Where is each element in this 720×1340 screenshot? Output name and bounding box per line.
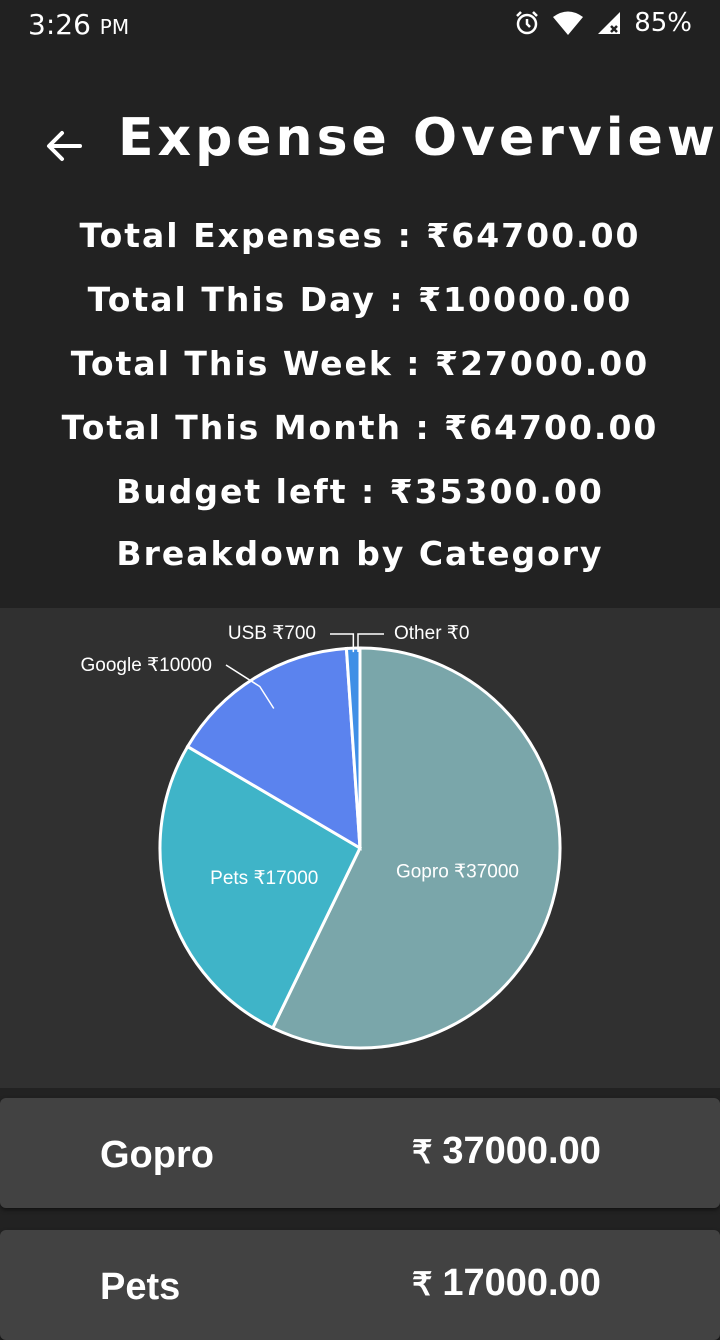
overview-header: Expense Overview Total Expenses : ₹64700… — [0, 50, 720, 608]
category-card-pets[interactable]: Pets ₹17000.00 — [0, 1230, 720, 1340]
pie-label-gopro: Gopro ₹37000 — [396, 861, 519, 882]
page-title: Expense Overview — [118, 108, 719, 168]
battery-text: 85% — [634, 8, 692, 38]
alarm-icon — [514, 10, 540, 36]
category-card-name: Pets — [100, 1266, 181, 1308]
pie-slice-pets[interactable] — [158, 744, 362, 1030]
status-time-value: 3:26 — [28, 8, 91, 41]
total-expenses-text: Total Expenses : ₹64700.00 — [79, 216, 641, 255]
leader-line-google — [225, 664, 275, 709]
rupee-symbol: ₹ — [412, 1134, 433, 1170]
total-month-text: Total This Month : ₹64700.00 — [61, 408, 659, 447]
pie-slice-google[interactable] — [185, 646, 362, 851]
signal-icon — [596, 10, 622, 36]
category-card-amount: ₹17000.00 — [412, 1262, 601, 1305]
total-day-text: Total This Day : ₹10000.00 — [87, 280, 633, 319]
pie-label-usb: USB ₹700 — [228, 623, 316, 644]
category-card-amount-value: 17000.00 — [442, 1262, 601, 1304]
back-button[interactable] — [40, 122, 88, 170]
category-card-gopro[interactable]: Gopro ₹37000.00 — [0, 1098, 720, 1208]
pie-label-other: Other ₹0 — [394, 623, 469, 644]
pie-label-pets: Pets ₹17000 — [210, 868, 318, 889]
pie-slice-gopro[interactable] — [270, 646, 562, 1050]
status-icons: 85% — [514, 8, 692, 38]
wifi-icon — [552, 10, 584, 36]
arrow-left-icon — [47, 131, 82, 161]
rupee-symbol: ₹ — [412, 1266, 433, 1302]
category-card-amount: ₹37000.00 — [412, 1130, 601, 1173]
category-pie-chart[interactable]: Gopro ₹37000 Pets ₹17000 Google ₹10000 USB … — [0, 608, 720, 1088]
total-week-text: Total This Week : ₹27000.00 — [70, 344, 650, 383]
leader-line-usb — [330, 633, 355, 653]
status-time: 3:26 PM — [28, 8, 129, 41]
status-bar: 3:26 PM 85% — [0, 0, 720, 50]
breakdown-heading: Breakdown by Category — [116, 534, 604, 573]
pie-label-google: Google ₹10000 — [81, 655, 212, 676]
leader-line-other — [357, 633, 384, 652]
status-ampm: PM — [99, 15, 130, 39]
category-card-name: Gopro — [100, 1134, 214, 1176]
budget-left-text: Budget left : ₹35300.00 — [116, 472, 604, 511]
category-card-amount-value: 37000.00 — [442, 1130, 601, 1172]
